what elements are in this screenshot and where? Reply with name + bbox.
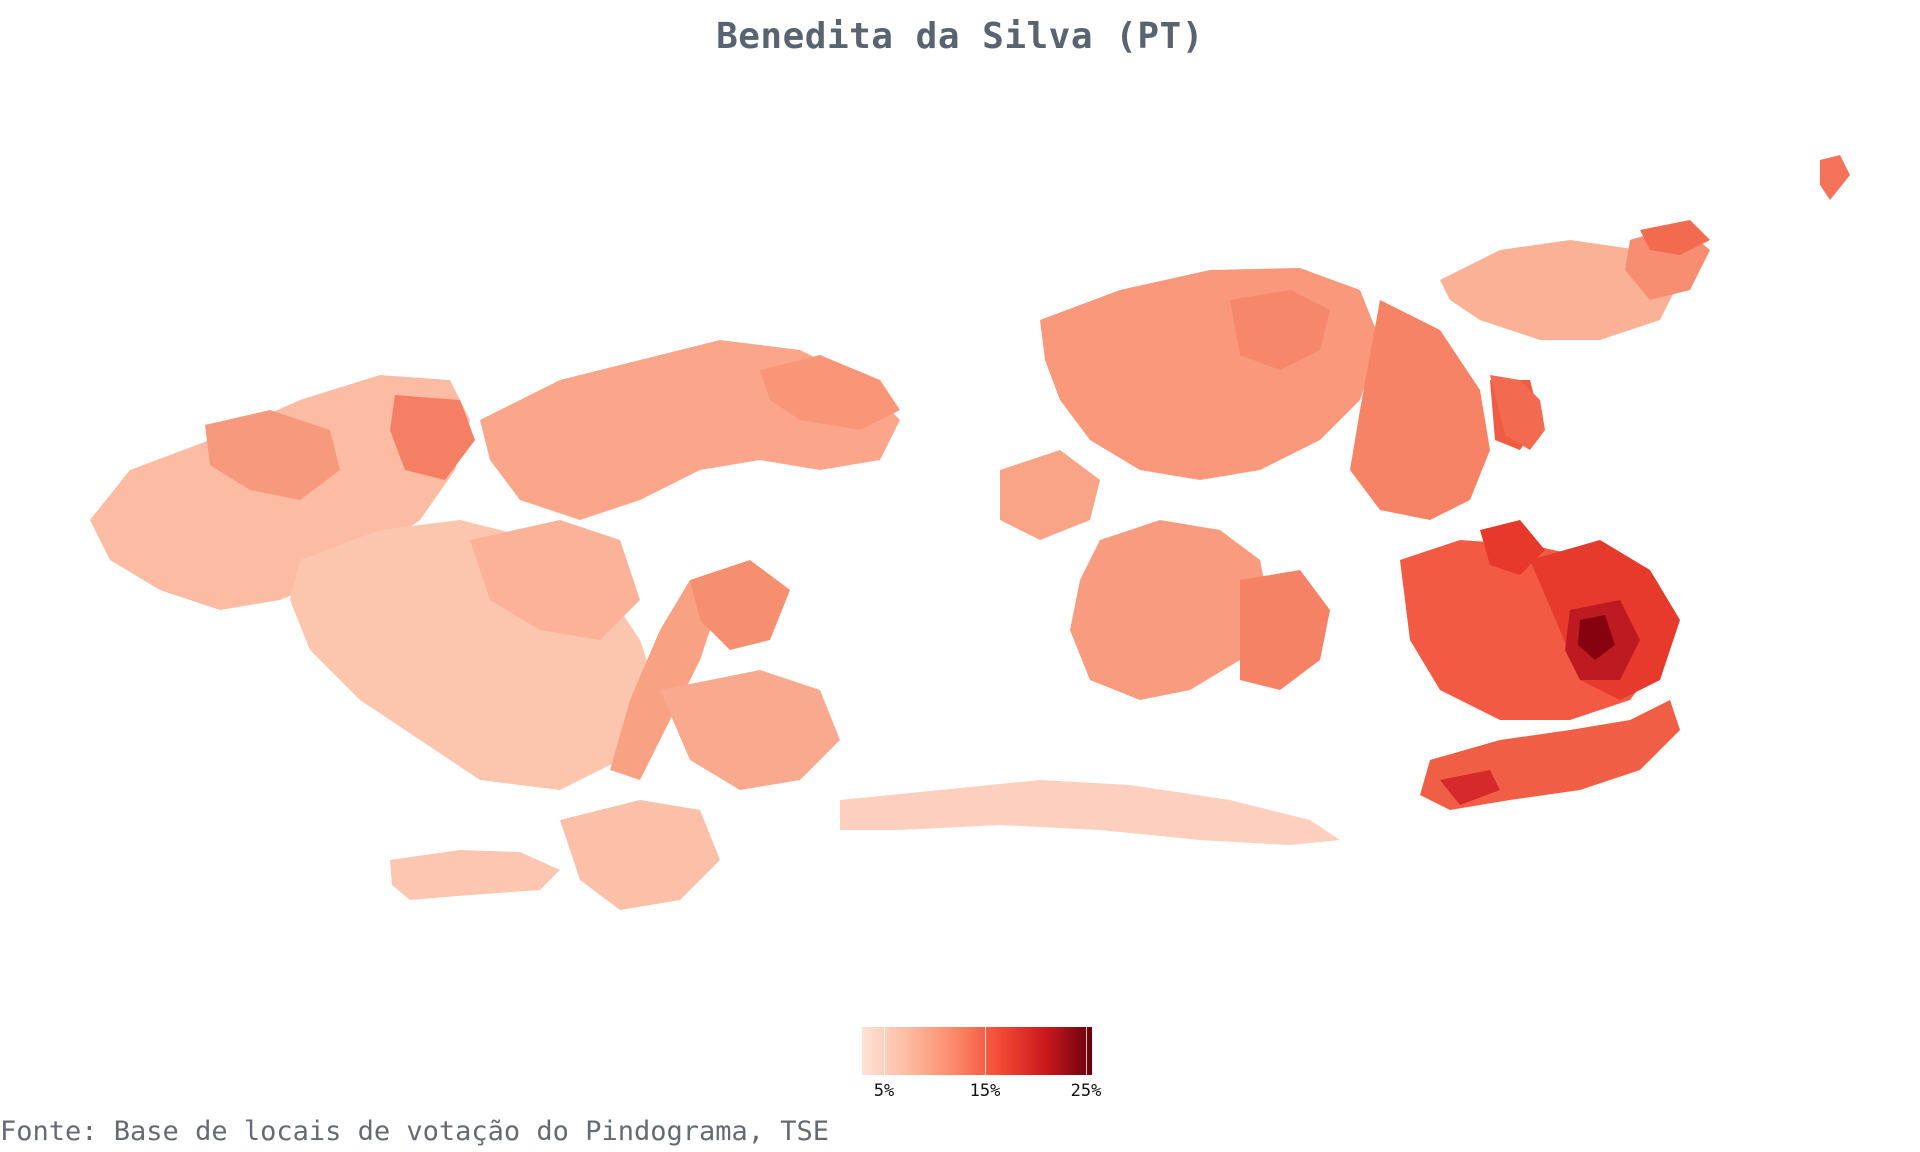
source-caption: Fonte: Base de locais de votação do Pind… (0, 1116, 830, 1147)
map-region-center (1000, 268, 1490, 700)
color-legend: 5% 15% 25% (862, 1027, 1101, 1101)
legend-label-5: 5% (873, 1081, 895, 1101)
legend-tick-15 (985, 1027, 986, 1075)
map-region-islands (1440, 155, 1850, 450)
legend-tick-25 (1086, 1027, 1087, 1075)
map-region-coast (840, 780, 1340, 845)
map-region-west (90, 375, 720, 910)
map-region-east (1400, 380, 1680, 810)
map-region-center-west (480, 340, 900, 790)
legend-color-bar (862, 1027, 1092, 1075)
legend-label-15: 15% (969, 1081, 1001, 1101)
legend-tick-5 (884, 1027, 885, 1075)
map-title: Benedita da Silva (PT) (716, 16, 1204, 57)
legend-label-25: 25% (1070, 1081, 1102, 1101)
